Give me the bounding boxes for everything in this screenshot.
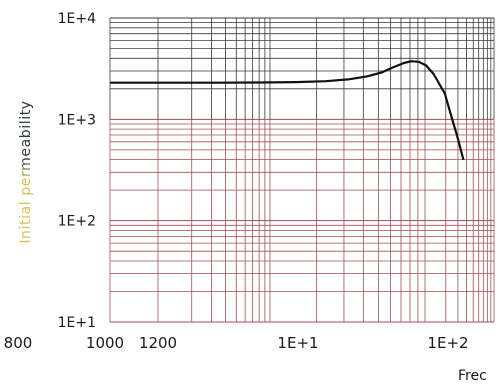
x-tick-label: 800 [4,334,33,352]
curve-layer [110,60,465,160]
permeability-curve [110,60,465,160]
y-tick-label: 1E+3 [58,112,96,128]
x-tick-label: 1E+1 [277,334,318,352]
y-tick-label: 1E+1 [58,315,96,331]
x-axis-label: Frec [458,368,487,384]
x-tick-label: 1E+2 [427,334,468,352]
y-axis-label: Initial permeability [18,100,34,243]
y-tick-labels: 1E+1 1E+2 1E+3 1E+4 [58,11,96,331]
x-tick-label: 1000 [86,334,124,352]
bottom-labels: 800 1000 1200 1E+1 1E+2 [4,334,469,352]
y-tick-label: 1E+2 [58,214,96,230]
y-tick-label: 1E+4 [58,11,96,27]
chart-grid [109,17,495,323]
x-tick-label: 1200 [139,334,177,352]
